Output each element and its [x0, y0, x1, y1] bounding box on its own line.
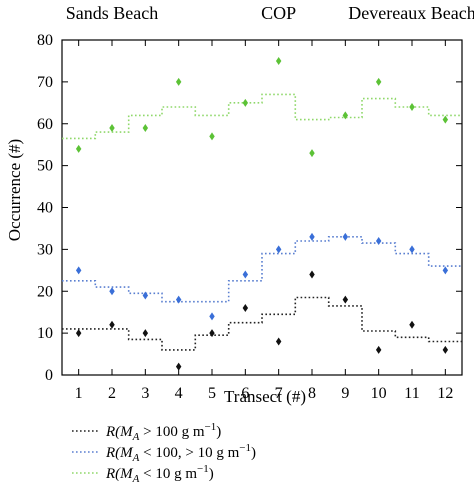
legend: R(MA > 100 g m−1)R(MA < 100, > 10 g m−1)… [72, 421, 256, 485]
data-point-group-2 [342, 232, 349, 241]
data-point-group-3 [209, 132, 215, 141]
site-label: Devereaux Beach [348, 3, 474, 23]
data-point-group-3 [375, 77, 382, 86]
data-point-group-1 [75, 329, 82, 338]
x-tick-label: 5 [208, 385, 216, 402]
data-point-group-3 [442, 115, 449, 124]
data-point-group-1 [209, 329, 215, 338]
site-annotations: Sands Beach COP Devereaux Beach [66, 3, 474, 23]
y-axis-label: Occurrence (#) [5, 139, 24, 241]
x-axis-ticks: 1 2 3 4 5 6 7 8 9 10 11 12 [75, 40, 453, 402]
data-point-group-3 [142, 123, 149, 132]
data-point-group-2 [75, 266, 82, 275]
y-tick-label: 60 [37, 116, 53, 133]
data-point-group-1 [175, 362, 182, 371]
data-point-group-2 [275, 245, 282, 254]
data-point-group-1 [109, 320, 115, 329]
model-step-lines [62, 93, 462, 351]
y-tick-label: 20 [37, 283, 53, 300]
step-line-series-1 [62, 296, 462, 351]
data-point-group-1 [309, 270, 315, 279]
data-point-group-2 [175, 295, 182, 304]
data-point-group-2 [242, 270, 249, 279]
data-point-group-2 [409, 245, 415, 254]
data-point-group-2 [142, 291, 149, 300]
x-tick-label: 7 [275, 385, 283, 402]
x-tick-label: 8 [308, 385, 316, 402]
plot-area-border [61, 39, 463, 376]
x-tick-label: 1 [75, 385, 83, 402]
data-point-group-2 [109, 287, 115, 296]
legend-entry-label: R(MA < 10 g m−1) [105, 463, 214, 485]
data-point-group-3 [175, 77, 182, 86]
y-tick-label: 0 [45, 367, 53, 384]
y-tick-label: 70 [37, 74, 53, 91]
data-point-group-3 [275, 56, 282, 65]
y-axis-ticks: 0 10 20 30 40 50 60 70 80 [37, 32, 462, 384]
data-point-group-2 [309, 232, 315, 241]
y-tick-label: 50 [37, 158, 53, 175]
data-point-group-1 [142, 329, 149, 338]
legend-entry-label: R(MA < 100, > 10 g m−1) [105, 442, 256, 464]
x-tick-label: 4 [175, 385, 183, 402]
legend-entry-label: R(MA > 100 g m−1) [105, 421, 221, 443]
x-tick-label: 12 [437, 385, 453, 402]
y-tick-label: 40 [37, 200, 53, 217]
data-point-group-1 [275, 337, 282, 346]
data-point-group-3 [75, 144, 82, 153]
data-point-group-1 [442, 345, 449, 354]
data-point-group-3 [342, 111, 349, 120]
data-point-group-1 [375, 345, 382, 354]
site-label: Sands Beach [66, 3, 158, 23]
y-tick-label: 30 [37, 241, 53, 258]
data-point-group-3 [109, 123, 115, 132]
step-line-series-3 [62, 93, 462, 140]
observed-points [75, 56, 449, 371]
plot-frame [61, 39, 463, 376]
x-tick-label: 2 [108, 385, 116, 402]
data-point-group-3 [309, 149, 315, 158]
site-label: COP [261, 3, 296, 23]
data-point-group-1 [409, 320, 415, 329]
y-tick-label: 80 [37, 32, 53, 49]
x-tick-label: 6 [241, 385, 249, 402]
data-point-group-2 [209, 312, 215, 321]
data-point-group-2 [375, 237, 382, 245]
data-point-group-1 [242, 304, 249, 312]
x-tick-label: 3 [141, 385, 149, 402]
step-line-series-2 [62, 236, 462, 303]
data-point-group-3 [409, 103, 415, 111]
data-point-group-1 [342, 295, 349, 304]
x-axis-label: Transect (#) [224, 387, 306, 406]
x-tick-label: 9 [341, 385, 349, 402]
y-tick-label: 10 [37, 325, 53, 342]
x-tick-label: 10 [371, 385, 387, 402]
data-point-group-3 [242, 98, 249, 107]
data-point-group-2 [442, 266, 449, 275]
x-tick-label: 11 [404, 385, 419, 402]
